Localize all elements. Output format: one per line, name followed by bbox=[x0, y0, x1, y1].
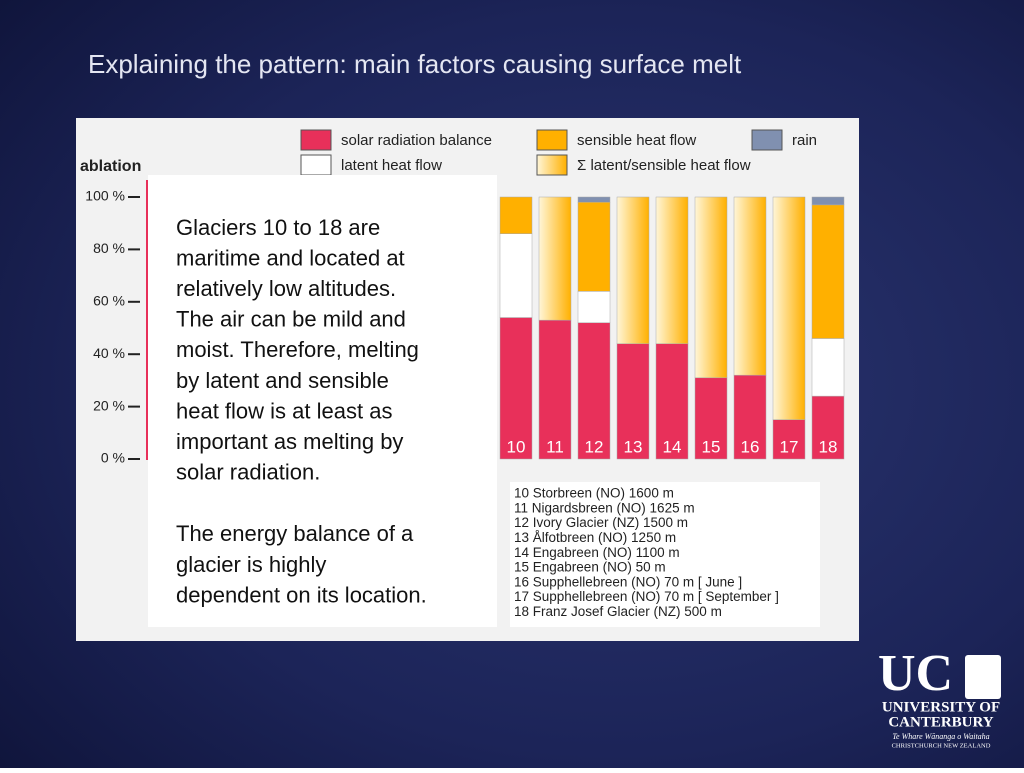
bar-segment bbox=[655, 196, 689, 344]
bar-segment bbox=[577, 201, 611, 292]
legend-label: solar radiation balance bbox=[341, 132, 492, 149]
y-tick-label: 80 % bbox=[93, 240, 125, 256]
bar-segment bbox=[733, 374, 767, 460]
paragraph-line: Glaciers 10 to 18 are bbox=[176, 215, 380, 240]
glacier-item: 11 Nigardsbreen (NO) 1625 m bbox=[514, 500, 695, 515]
y-tick-label: 0 % bbox=[101, 450, 125, 466]
category-label: 14 bbox=[663, 437, 682, 456]
paragraph-line: relatively low altitudes. bbox=[176, 276, 396, 301]
category-label: 12 bbox=[585, 437, 604, 456]
glacier-list: 10 Storbreen (NO) 1600 m11 Nigardsbreen … bbox=[514, 486, 779, 619]
bar-segment bbox=[811, 204, 845, 339]
bar-segment bbox=[811, 196, 845, 206]
bar-segment bbox=[538, 196, 572, 321]
glacier-list-box bbox=[510, 482, 820, 627]
category-label: 16 bbox=[741, 437, 760, 456]
logo: UC UNIVERSITY OF CANTERBURY Te Whare Wān… bbox=[878, 645, 1001, 749]
y-tick-label: 20 % bbox=[93, 397, 125, 413]
legend-swatch bbox=[751, 129, 783, 151]
bar-segment bbox=[616, 343, 650, 460]
y-tick-label: 60 % bbox=[93, 293, 125, 309]
bar-segment bbox=[811, 338, 845, 397]
paragraph-line: The energy balance of a bbox=[176, 521, 414, 546]
glacier-item: 13 Ålfotbreen (NO) 1250 m bbox=[514, 530, 676, 545]
category-label: 13 bbox=[624, 437, 643, 456]
bar-segment bbox=[694, 377, 728, 460]
paragraph-line: solar radiation. bbox=[176, 460, 320, 485]
legend-label: latent heat flow bbox=[341, 157, 442, 174]
category-label: 18 bbox=[819, 437, 838, 456]
legend-swatch bbox=[536, 129, 568, 151]
legend-swatch bbox=[300, 154, 332, 176]
glacier-item: 14 Engabreen (NO) 1100 m bbox=[514, 545, 680, 560]
legend-label: sensible heat flow bbox=[577, 132, 696, 149]
category-label: 15 bbox=[702, 437, 721, 456]
paragraph-line: dependent on its location. bbox=[176, 582, 427, 607]
slide-title: Explaining the pattern: main factors cau… bbox=[88, 49, 742, 79]
bar-segment bbox=[577, 291, 611, 324]
paragraph-line: by latent and sensible bbox=[176, 368, 389, 393]
plot: 0 % 20 % 40 % 60 % 80 % 100 % solar radiation … bbox=[85, 129, 845, 466]
legend-label: rain bbox=[792, 132, 817, 149]
bar-segment bbox=[694, 196, 728, 379]
bar-segment bbox=[577, 322, 611, 460]
category-label: 11 bbox=[546, 437, 564, 456]
paragraph-line: important as melting by bbox=[176, 429, 403, 454]
bar-segment bbox=[499, 233, 533, 318]
legend-label: Σ latent/sensible heat flow bbox=[577, 157, 751, 174]
bar-segment bbox=[772, 419, 806, 460]
bar-segment bbox=[733, 196, 767, 376]
paragraph-line: The air can be mild and bbox=[176, 307, 406, 332]
logo-mark: UC bbox=[878, 645, 953, 702]
glacier-item: 12 Ivory Glacier (NZ) 1500 m bbox=[514, 515, 688, 530]
bar-segment bbox=[616, 196, 650, 344]
legend-swatch bbox=[300, 129, 332, 151]
glacier-item: 16 Supphellebreen (NO) 70 m [ June ] bbox=[514, 574, 742, 589]
glacier-item: 15 Engabreen (NO) 50 m bbox=[514, 560, 666, 575]
text-box bbox=[148, 175, 497, 627]
paragraph-line: moist. Therefore, melting bbox=[176, 337, 419, 362]
paragraph-line: heat flow is at least as bbox=[176, 398, 392, 423]
logo-motto: Te Whare Wānanga o Waitaha bbox=[892, 732, 989, 741]
legend-swatch bbox=[536, 154, 568, 176]
y-tick-label: 40 % bbox=[93, 345, 125, 361]
category-label: 10 bbox=[507, 437, 526, 456]
glacier-item: 10 Storbreen (NO) 1600 m bbox=[514, 486, 674, 501]
glacier-item: 17 Supphellebreen (NO) 70 m [ September … bbox=[514, 589, 779, 604]
glacier-item: 18 Franz Josef Glacier (NZ) 500 m bbox=[514, 604, 722, 619]
bar-segment bbox=[811, 395, 845, 460]
logo-line2: CANTERBURY bbox=[888, 714, 993, 730]
bar-segment bbox=[499, 196, 533, 234]
logo-line1: UNIVERSITY OF bbox=[882, 699, 1000, 715]
y-axis-label: ablation bbox=[80, 158, 141, 175]
logo-crest bbox=[965, 655, 1001, 699]
bar-segment bbox=[655, 343, 689, 460]
bar-segment bbox=[577, 196, 611, 203]
paragraph-line: maritime and located at bbox=[176, 245, 405, 270]
text-content: Glaciers 10 to 18 are maritime and locate… bbox=[176, 215, 427, 608]
logo-place: CHRISTCHURCH NEW ZEALAND bbox=[892, 742, 991, 749]
bar-segment bbox=[772, 196, 806, 420]
paragraph-line: glacier is highly bbox=[176, 552, 326, 577]
y-tick-label: 100 % bbox=[85, 188, 125, 204]
bar-segment bbox=[538, 319, 572, 460]
category-label: 17 bbox=[780, 437, 799, 456]
bar-segment bbox=[499, 317, 533, 460]
